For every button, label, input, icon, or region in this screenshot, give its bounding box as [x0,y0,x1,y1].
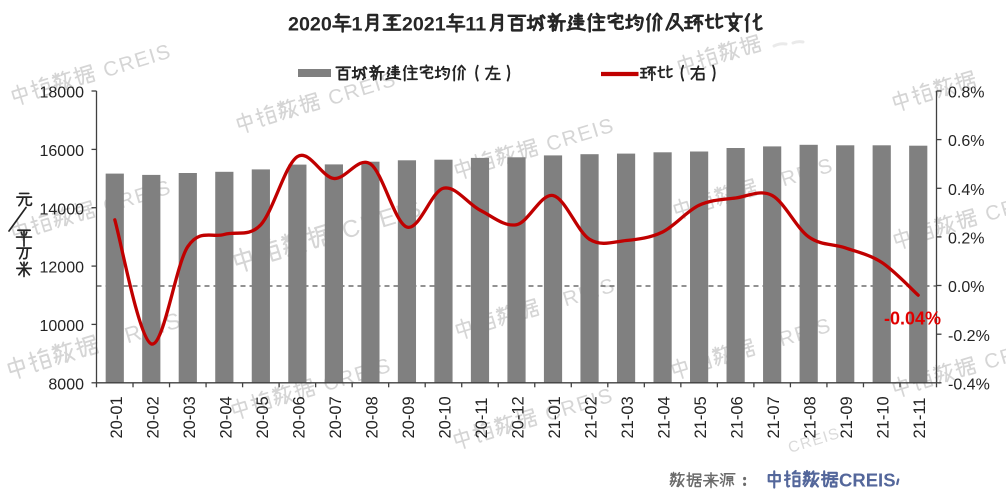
svg-text:1: 1 [352,13,363,35]
svg-text:20-12: 20-12 [510,396,528,438]
svg-text:0.0%: 0.0% [948,279,984,296]
svg-text:21-07: 21-07 [765,396,783,438]
svg-text:20-05: 20-05 [254,396,272,438]
svg-text:2020: 2020 [288,13,332,35]
svg-text:21-08: 21-08 [802,396,820,438]
svg-text:21-02: 21-02 [583,396,601,438]
svg-text:21-05: 21-05 [692,396,710,438]
svg-text:12000: 12000 [40,260,85,277]
svg-text:20-10: 20-10 [437,396,455,438]
svg-text:0.2%: 0.2% [948,231,984,248]
svg-text:21-04: 21-04 [656,396,674,438]
svg-text:21-09: 21-09 [838,396,856,438]
svg-text:20-06: 20-06 [290,396,308,438]
svg-text:11: 11 [465,13,486,35]
svg-text:21-06: 21-06 [729,396,747,438]
svg-text:20-02: 20-02 [144,396,162,438]
svg-text:18000: 18000 [40,85,85,102]
svg-text:0.4%: 0.4% [948,182,984,199]
svg-text:21-10: 21-10 [875,396,893,438]
svg-text:0.6%: 0.6% [948,133,984,150]
svg-text:-0.2%: -0.2% [948,328,990,345]
svg-text:CREIS: CREIS [839,470,896,491]
svg-text:20-03: 20-03 [181,396,199,438]
svg-text:14000: 14000 [40,201,85,218]
svg-text:2021: 2021 [402,13,446,35]
svg-text:21-01: 21-01 [546,396,564,438]
svg-text:0.8%: 0.8% [948,85,984,102]
svg-text:20-09: 20-09 [400,396,418,438]
svg-text:20-01: 20-01 [108,396,126,438]
svg-text:8000: 8000 [48,376,84,393]
svg-text:-0.04%: -0.04% [884,309,941,329]
svg-text:21-03: 21-03 [619,396,637,438]
svg-text:20-11: 20-11 [473,398,491,439]
svg-text:16000: 16000 [40,143,85,160]
svg-text:20-08: 20-08 [363,396,381,438]
svg-text:10000: 10000 [40,318,85,335]
svg-text:21-11: 21-11 [911,398,929,439]
svg-text:20-07: 20-07 [327,396,345,438]
svg-text:20-04: 20-04 [217,396,235,438]
svg-text:-0.4%: -0.4% [948,376,990,393]
